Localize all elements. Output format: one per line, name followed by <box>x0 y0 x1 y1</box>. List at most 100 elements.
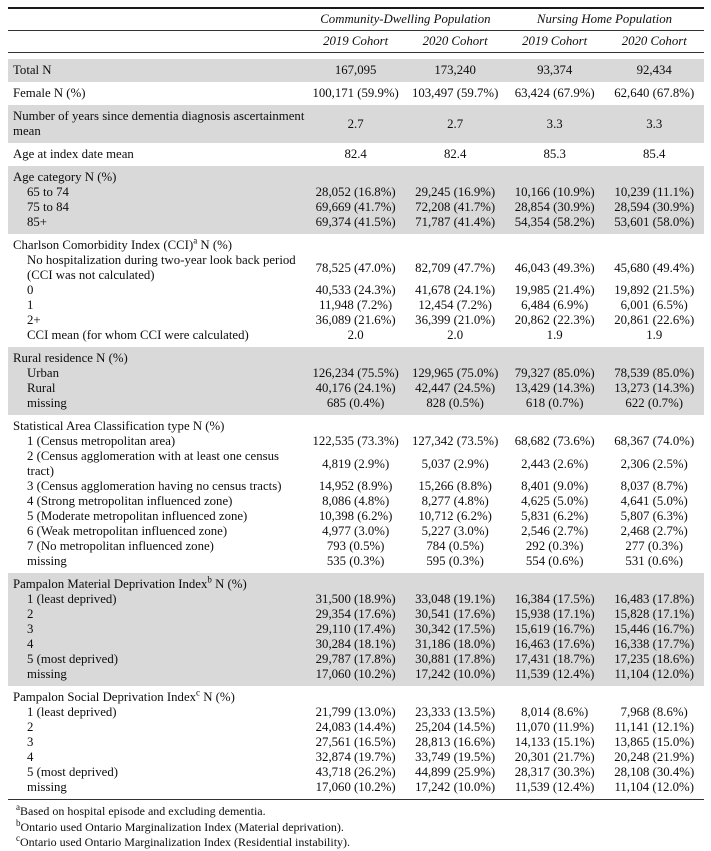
table-row: Age at index date mean 82.4 82.4 85.3 85.4 <box>8 143 704 166</box>
cell-value: 20,861 (22.6%) <box>614 313 695 327</box>
cell-value <box>405 415 505 434</box>
cell-value: 8,014 (8.6%) <box>521 705 589 719</box>
cell-value: 85.4 <box>643 147 666 161</box>
cell-value: 10,166 (10.9%) <box>514 185 595 199</box>
cell-value: 14,952 (8.9%) <box>318 479 393 493</box>
cell-value: 28,854 (30.9%) <box>514 200 595 214</box>
footnote: aBased on hospital episode and excluding… <box>16 803 696 820</box>
cell-value: 30,342 (17.5%) <box>415 622 496 636</box>
table-row: 3 27,561 (16.5%) 28,813 (16.6%) 14,133 (15.… <box>8 735 704 750</box>
cell-value: 17,060 (10.2%) <box>315 667 396 681</box>
cell-value <box>604 166 704 185</box>
cell-value: 11,104 (12.0%) <box>604 780 704 800</box>
row-label: 2 <box>27 720 34 734</box>
cell-value: 82,709 (47.7%) <box>415 260 496 275</box>
table-row: missing 17,060 (10.2%) 17,242 (10.0%) 11,53… <box>8 780 704 800</box>
cell-value: 122,535 (73.3%) <box>312 434 399 448</box>
cell-value: 595 (0.3%) <box>426 554 484 568</box>
cell-value <box>306 573 406 592</box>
row-label: Urban <box>27 366 59 380</box>
column-group-community: Community-Dwelling Population <box>305 8 505 31</box>
cell-value: 127,342 (73.5%) <box>411 434 499 448</box>
cell-value: 5,227 (3.0%) <box>421 524 489 538</box>
cell-value: 46,043 (49.3%) <box>514 260 595 275</box>
column-header-nh-2019: 2019 Cohort <box>504 30 605 53</box>
cell-value: 4,819 (2.9%) <box>322 456 390 471</box>
cell-value: 17,242 (10.0%) <box>415 667 496 681</box>
cell-value <box>505 166 605 185</box>
cell-value <box>505 686 605 705</box>
cell-value <box>405 234 505 253</box>
row-label: 1 (Census metropolitan area) <box>27 434 176 448</box>
cell-value: 24,083 (14.4%) <box>315 720 396 734</box>
cell-value: 72,208 (41.7%) <box>415 200 496 214</box>
cell-value: 15,266 (8.8%) <box>418 479 492 493</box>
row-label: Total N <box>13 63 52 77</box>
row-label: Charlson Comorbidity Index (CCI)a N (%) <box>13 235 233 252</box>
cell-value: 173,240 <box>434 63 476 77</box>
column-group-header-row: Community-Dwelling Population Nursing Ho… <box>8 8 704 31</box>
cell-value: 19,985 (21.4%) <box>514 283 595 297</box>
table-row: Age category N (%) <box>8 166 704 185</box>
cell-value: 167,095 <box>334 63 377 77</box>
cell-value: 54,354 (58.2%) <box>514 215 595 229</box>
row-label: missing <box>27 554 67 568</box>
table-row: Total N 167,095 173,240 93,374 92,434 <box>8 59 704 82</box>
cell-value <box>306 686 406 705</box>
cell-value: 535 (0.3%) <box>326 554 385 568</box>
cohort-characteristics-table-wrap: Community-Dwelling Population Nursing Ho… <box>8 7 704 851</box>
table-row: missing 685 (0.4%) 828 (0.5%) 618 (0.7%) 622… <box>8 396 704 415</box>
cell-value: 71,787 (41.4%) <box>415 215 496 229</box>
cell-value: 17,060 (10.2%) <box>305 780 406 800</box>
footnote-text: Ontario used Ontario Marginalization Ind… <box>20 819 344 834</box>
table-row: 4 30,284 (18.1%) 31,186 (18.0%) 16,463 (17.… <box>8 637 704 652</box>
cell-value: 20,248 (21.9%) <box>614 750 695 764</box>
cell-value: 68,682 (73.6%) <box>514 434 595 448</box>
cell-value: 828 (0.5%) <box>426 396 484 410</box>
table-row: 0 40,533 (24.3%) 41,678 (24.1%) 19,985 (21.… <box>8 283 704 298</box>
cell-value: 13,273 (14.3%) <box>614 381 695 395</box>
cell-value: 129,965 (75.0%) <box>411 366 499 380</box>
cell-value: 30,881 (17.8%) <box>415 652 496 666</box>
row-label: Number of years since dementia diagnosis… <box>13 109 305 138</box>
cell-value <box>306 415 406 434</box>
cell-value: 16,483 (17.8%) <box>614 592 695 606</box>
table-row: 4 32,874 (19.7%) 33,749 (19.5%) 20,301 (21.… <box>8 750 704 765</box>
row-label: 1 (least deprived) <box>27 705 117 719</box>
table-row: missing 17,060 (10.2%) 17,242 (10.0%) 11,53… <box>8 667 704 686</box>
footnote-marker: c <box>16 833 20 843</box>
cell-value: 20,301 (21.7%) <box>514 750 595 764</box>
table-row: Charlson Comorbidity Index (CCI)a N (%) <box>8 234 704 253</box>
cell-value <box>306 347 406 366</box>
cell-value: 29,110 (17.4%) <box>315 622 396 636</box>
table-row: missing 535 (0.3%) 595 (0.3%) 554 (0.6%) 531… <box>8 554 704 573</box>
cell-value: 16,463 (17.6%) <box>514 637 595 651</box>
row-label: 7 (No metropolitan influenced zone) <box>27 539 214 553</box>
cell-value: 29,787 (17.8%) <box>315 652 396 666</box>
table-row: 2 (Census agglomeration with at least on… <box>8 449 704 479</box>
cell-value: 784 (0.5%) <box>426 539 484 553</box>
footnotes: aBased on hospital episode and excluding… <box>16 803 696 851</box>
cell-value: 21,799 (13.0%) <box>315 705 396 719</box>
cell-value <box>604 686 704 705</box>
cell-value: 10,712 (6.2%) <box>418 509 492 523</box>
table-row: 2+ 36,089 (21.6%) 36,399 (21.0%) 20,862 (22… <box>8 313 704 328</box>
table-row: Pampalon Material Deprivation Indexb N (… <box>8 573 704 592</box>
cell-value: 30,541 (17.6%) <box>415 607 496 621</box>
cell-value: 11,070 (11.9%) <box>515 720 595 734</box>
cell-value <box>604 347 704 366</box>
cell-value <box>405 347 505 366</box>
cell-value: 13,429 (14.3%) <box>514 381 595 395</box>
cell-value: 2.0 <box>347 328 364 342</box>
table-row: Rural residence N (%) <box>8 347 704 366</box>
footnote-marker: b <box>16 817 21 828</box>
cell-value: 40,533 (24.3%) <box>315 283 396 297</box>
table-row: CCI mean (for whom CCI were calculated) 2… <box>8 328 704 347</box>
cell-value: 30,284 (18.1%) <box>315 637 396 651</box>
row-label: No hospitalization during two-year look … <box>27 253 296 282</box>
row-label: Female N (%) <box>13 86 86 100</box>
cell-value: 3.3 <box>546 116 563 131</box>
cell-value: 42,447 (24.5%) <box>415 381 496 395</box>
cell-value: 10,239 (11.1%) <box>614 185 694 199</box>
cell-value: 2,306 (2.5%) <box>620 456 688 471</box>
